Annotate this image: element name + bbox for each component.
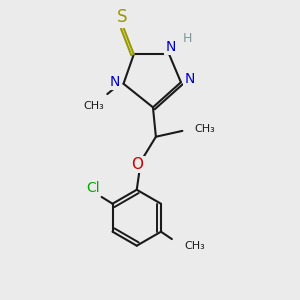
Text: S: S	[117, 8, 127, 26]
Text: H: H	[183, 32, 192, 45]
Text: N: N	[110, 75, 120, 89]
Text: N: N	[165, 40, 176, 54]
Text: N: N	[184, 72, 195, 86]
Text: CH₃: CH₃	[84, 101, 104, 111]
Text: Cl: Cl	[87, 181, 100, 194]
Text: CH₃: CH₃	[194, 124, 215, 134]
Text: O: O	[131, 157, 143, 172]
Text: CH₃: CH₃	[184, 242, 205, 251]
